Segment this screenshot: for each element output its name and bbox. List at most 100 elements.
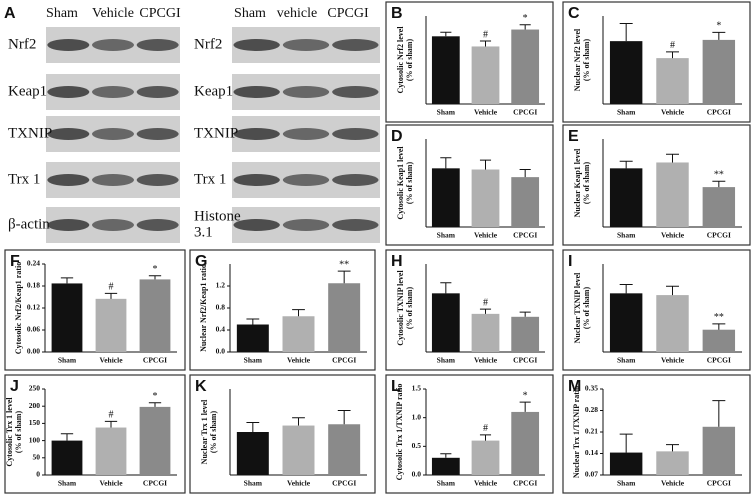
panel-label: B — [391, 5, 403, 22]
y-axis-label: Cytosolic Nrf2 level — [396, 26, 405, 94]
row-label: Trx 1 — [8, 171, 40, 187]
bar — [95, 427, 127, 475]
x-tick-label: Vehicle — [474, 108, 498, 117]
row-label: Trx 1 — [194, 171, 226, 187]
x-tick-label: CPCGI — [332, 479, 356, 488]
x-tick-label: CPCGI — [332, 356, 356, 365]
blot-band — [233, 219, 280, 231]
lane-label: Vehicle — [92, 6, 134, 21]
y-axis-label: (% of sham) — [582, 287, 591, 330]
x-tick-label: Vehicle — [661, 479, 685, 488]
blot-band — [332, 39, 379, 51]
error-bar — [292, 417, 305, 426]
y-tick-label: 0.00 — [27, 347, 40, 356]
error-bar — [479, 308, 492, 314]
blot-band — [47, 39, 90, 51]
y-tick-label: 0.5 — [412, 441, 422, 450]
blot-band — [233, 174, 280, 186]
error-bar — [440, 453, 452, 458]
x-tick-label: CPCGI — [143, 356, 167, 365]
panel-frame — [562, 124, 751, 246]
bar — [471, 313, 500, 352]
x-tick-label: CPCGI — [707, 231, 731, 240]
bar — [471, 46, 500, 104]
error-bar — [619, 160, 633, 169]
x-tick-label: Vehicle — [287, 356, 311, 365]
bar — [328, 283, 361, 352]
bar — [282, 316, 315, 352]
error-bar — [292, 309, 305, 317]
blot-band — [233, 86, 280, 98]
blot-band — [282, 174, 330, 186]
row-label: Nrf2 — [8, 36, 36, 52]
significance-mark: * — [523, 390, 528, 401]
x-tick-label: Sham — [437, 231, 456, 240]
y-tick-label: 0.0 — [216, 347, 226, 356]
x-tick-label: Sham — [617, 479, 636, 488]
error-bar — [246, 318, 260, 325]
panel-frame — [189, 374, 376, 494]
blot-band — [332, 128, 379, 140]
y-axis-label: (% of sham) — [14, 411, 23, 454]
x-tick-label: CPCGI — [513, 108, 537, 117]
y-axis-label: Cytosolic TXNIP level — [396, 270, 405, 346]
y-axis-label: (% of sham) — [209, 411, 218, 454]
significance-mark: * — [153, 264, 158, 275]
significance-mark: ** — [339, 259, 349, 270]
bar — [431, 457, 460, 475]
bar — [656, 162, 689, 227]
x-tick-label: Vehicle — [99, 479, 123, 488]
row-label: Nrf2 — [194, 36, 222, 52]
blot-band — [282, 39, 330, 51]
error-bar — [148, 275, 162, 280]
y-axis-label: Cytosolic Nrf2/Keap1 ratio — [14, 262, 23, 354]
y-tick-label: 0.18 — [27, 281, 40, 290]
bar — [511, 411, 540, 475]
error-bar — [519, 401, 531, 412]
panel-label: E — [568, 128, 579, 145]
error-bar — [666, 51, 679, 59]
error-bar — [440, 282, 452, 294]
error-bar — [666, 285, 679, 296]
panel-label: G — [195, 253, 207, 270]
blot-band — [332, 86, 379, 98]
x-tick-label: CPCGI — [707, 479, 731, 488]
significance-mark: ** — [714, 170, 724, 181]
bar — [609, 168, 643, 227]
y-tick-label: 50 — [33, 453, 41, 462]
panel-label: M — [568, 378, 581, 395]
error-bar — [440, 31, 452, 37]
bar — [702, 39, 736, 105]
panel-label: H — [391, 253, 403, 270]
row-label: Keap1 — [8, 83, 47, 99]
panel-label: K — [195, 378, 207, 395]
blot-band — [92, 39, 134, 51]
error-bar — [519, 169, 531, 178]
blot-band — [136, 174, 179, 186]
error-bar — [337, 270, 351, 284]
bar — [95, 298, 127, 352]
error-bar — [60, 277, 74, 284]
bar — [656, 295, 689, 352]
error-bar — [479, 40, 492, 47]
y-tick-label: 0.06 — [27, 325, 40, 334]
row-label: Keap1 — [194, 83, 233, 99]
error-bar — [60, 433, 74, 441]
x-tick-label: Sham — [617, 231, 636, 240]
panel-label: C — [568, 5, 580, 22]
error-bar — [712, 323, 726, 330]
bar — [702, 426, 736, 475]
bar — [702, 187, 736, 227]
y-axis-label: Cytosolic Trx 1/TXNIP ratio — [395, 384, 404, 481]
significance-mark: * — [523, 13, 528, 24]
x-tick-label: CPCGI — [513, 356, 537, 365]
x-tick-label: Sham — [437, 108, 456, 117]
error-bar — [246, 422, 260, 432]
lane-label: CPCGI — [139, 6, 181, 21]
row-label: 3.1 — [194, 224, 213, 240]
lane-label: CPCGI — [327, 6, 369, 21]
bar — [236, 432, 269, 475]
y-tick-label: 0.8 — [216, 303, 226, 312]
bar — [511, 29, 540, 105]
y-axis-label: Cytosolic Keap1 level — [396, 146, 405, 220]
